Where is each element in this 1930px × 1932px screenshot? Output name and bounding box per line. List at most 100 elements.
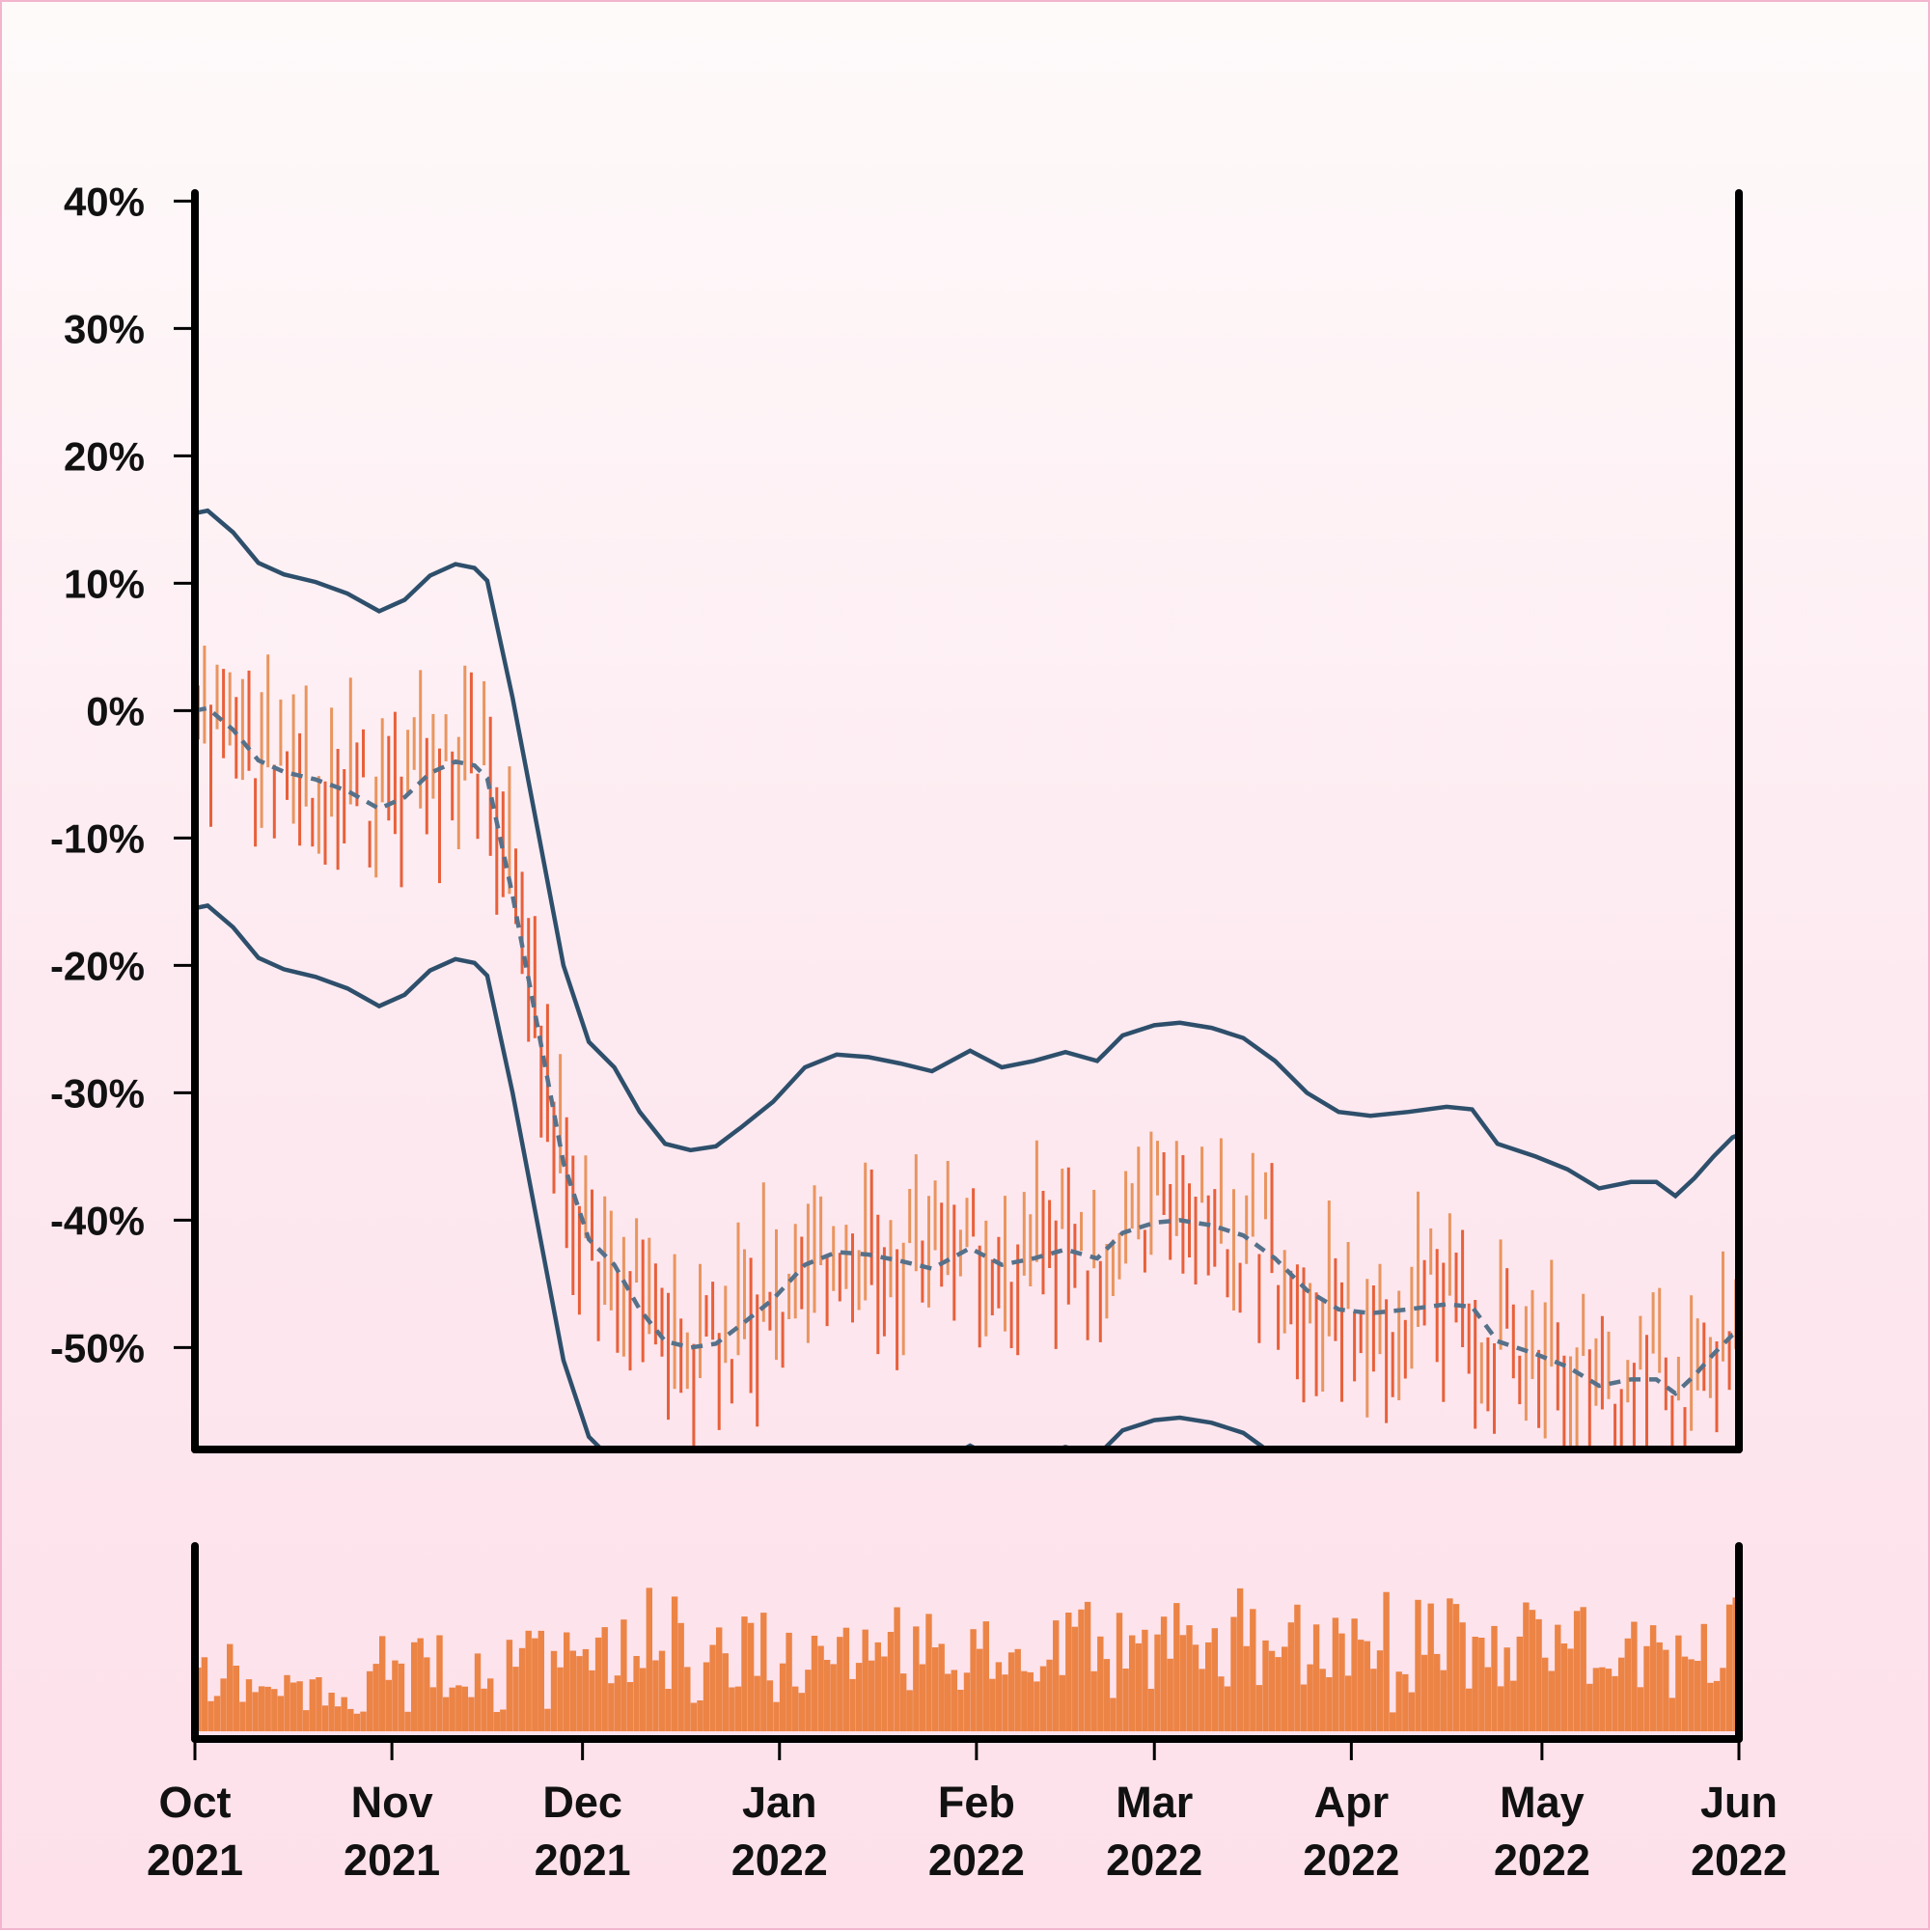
volume-bar bbox=[1129, 1635, 1136, 1731]
volume-bar bbox=[569, 1650, 576, 1731]
volume-bar bbox=[1007, 1652, 1015, 1731]
volume-bar bbox=[970, 1629, 977, 1731]
volume-bar bbox=[614, 1675, 621, 1731]
volume-bar bbox=[1668, 1697, 1676, 1731]
volume-bar bbox=[271, 1689, 278, 1731]
volume-bar bbox=[1592, 1668, 1600, 1731]
volume-bar bbox=[1523, 1602, 1530, 1731]
volume-bar bbox=[1459, 1622, 1466, 1731]
volume-bar bbox=[894, 1607, 900, 1731]
volume-bar bbox=[1503, 1647, 1510, 1731]
volume-bar bbox=[830, 1664, 837, 1731]
volume-bar bbox=[1160, 1616, 1168, 1731]
volume-bar bbox=[963, 1672, 971, 1731]
y-tick-label: 20% bbox=[64, 433, 145, 479]
volume-bar bbox=[303, 1710, 310, 1731]
volume-bar bbox=[1560, 1643, 1568, 1731]
volume-bar bbox=[468, 1697, 475, 1731]
tick-labels: 40% 30% 20% 10% 0% -10% -20% -30% -40% -50% Oct 202… bbox=[50, 179, 1787, 1885]
x-tick-label-year: 2022 bbox=[1303, 1835, 1399, 1885]
volume-bar bbox=[500, 1709, 507, 1731]
volume-bar bbox=[1516, 1636, 1523, 1731]
volume-bar bbox=[1510, 1680, 1517, 1731]
volume-bar bbox=[1039, 1666, 1047, 1731]
y-tick-label: -50% bbox=[50, 1325, 145, 1370]
volume-bar bbox=[1415, 1599, 1421, 1731]
volume-bar bbox=[1071, 1626, 1079, 1731]
volume-bar bbox=[925, 1614, 932, 1731]
volume-bar bbox=[544, 1708, 551, 1731]
volume-bar bbox=[449, 1687, 455, 1731]
volume-bar bbox=[582, 1648, 590, 1731]
volume-bar bbox=[1282, 1646, 1288, 1731]
volume-bar bbox=[404, 1711, 411, 1731]
volume-bar bbox=[684, 1667, 691, 1731]
volume-bar bbox=[1478, 1638, 1485, 1731]
volume-bar bbox=[481, 1688, 487, 1731]
volume-bar bbox=[1236, 1587, 1244, 1731]
volume-bar bbox=[906, 1690, 913, 1731]
volume-bar bbox=[411, 1642, 418, 1731]
volume-bar bbox=[741, 1616, 748, 1731]
volume-bar bbox=[1408, 1692, 1416, 1731]
volume-bar bbox=[296, 1681, 303, 1731]
volume-bar bbox=[1319, 1669, 1326, 1731]
volume-bar bbox=[786, 1632, 792, 1731]
volume-bar bbox=[518, 1647, 526, 1731]
volume-bar bbox=[1681, 1656, 1689, 1731]
x-tick-label-month: Dec bbox=[542, 1778, 622, 1827]
volume-bar bbox=[576, 1656, 583, 1731]
volume-plot bbox=[195, 1587, 1739, 1731]
volume-bar bbox=[798, 1693, 805, 1731]
volume-bar bbox=[487, 1678, 494, 1731]
volume-bar bbox=[868, 1660, 875, 1731]
y-tick-label: 30% bbox=[64, 306, 145, 351]
volume-bar bbox=[1358, 1640, 1365, 1731]
mean-line bbox=[195, 705, 1739, 1396]
volume-bar bbox=[1142, 1629, 1148, 1731]
volume-bar bbox=[1580, 1607, 1586, 1731]
volume-bar bbox=[493, 1712, 500, 1731]
volume-bar bbox=[1338, 1633, 1345, 1731]
volume-bar bbox=[392, 1660, 399, 1731]
volume-bar bbox=[506, 1640, 513, 1731]
volume-bar bbox=[1344, 1675, 1352, 1731]
price-plot bbox=[195, 508, 1739, 1449]
volume-bar bbox=[1573, 1611, 1581, 1731]
volume-bar bbox=[1002, 1674, 1008, 1731]
volume-bar bbox=[455, 1685, 462, 1731]
volume-bar bbox=[1535, 1618, 1542, 1731]
x-tick-label-year: 2021 bbox=[147, 1835, 243, 1885]
volume-bar bbox=[1307, 1664, 1313, 1731]
volume-bar bbox=[220, 1678, 227, 1731]
volume-bar bbox=[284, 1674, 290, 1731]
volume-bar bbox=[773, 1701, 780, 1731]
volume-bar bbox=[817, 1645, 824, 1731]
volume-bar bbox=[913, 1626, 920, 1731]
volume-bar bbox=[1395, 1671, 1402, 1731]
volume-bar bbox=[1383, 1591, 1390, 1731]
volume-bar bbox=[1179, 1635, 1187, 1731]
volume-bar bbox=[1014, 1648, 1021, 1731]
volume-bar bbox=[1287, 1622, 1294, 1731]
volume-bar bbox=[1059, 1674, 1065, 1731]
volume-bar bbox=[1084, 1601, 1091, 1731]
volume-bar bbox=[1103, 1659, 1111, 1731]
volume-bar bbox=[1555, 1624, 1561, 1731]
volume-bar bbox=[1167, 1658, 1173, 1731]
y-tick-label: -40% bbox=[50, 1198, 145, 1243]
volume-bar bbox=[951, 1670, 957, 1731]
volume-bar bbox=[1427, 1603, 1434, 1731]
volume-bar bbox=[1065, 1613, 1072, 1731]
volume-bar bbox=[995, 1662, 1003, 1731]
volume-bar bbox=[213, 1696, 221, 1731]
volume-bar bbox=[862, 1629, 868, 1731]
volume-bar bbox=[1351, 1618, 1358, 1731]
volume-bar bbox=[1218, 1676, 1225, 1731]
volume-bar bbox=[938, 1643, 945, 1731]
volume-bar bbox=[207, 1700, 214, 1731]
volume-bar bbox=[1255, 1685, 1263, 1731]
x-tick-label-month: Apr bbox=[1314, 1778, 1390, 1827]
volume-bar bbox=[1110, 1697, 1117, 1731]
